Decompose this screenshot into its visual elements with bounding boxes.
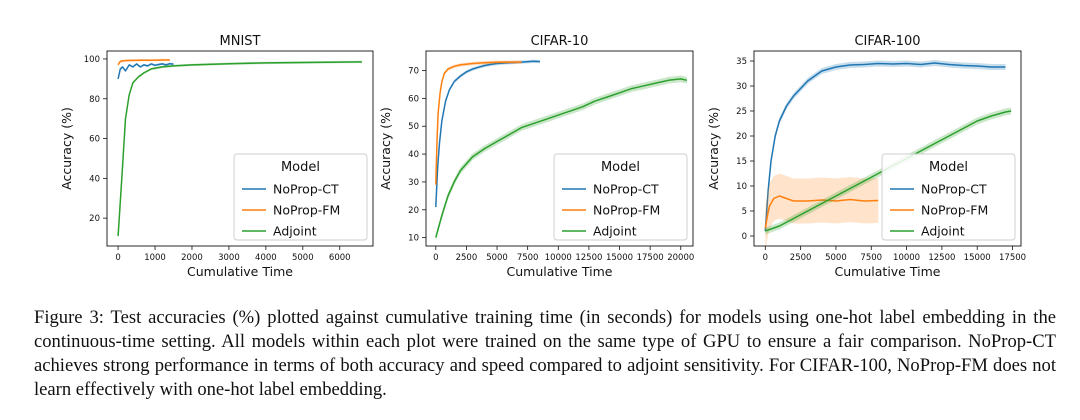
x-tick-label: 5000 <box>486 253 508 263</box>
series-band-NoProp-FM <box>435 60 522 187</box>
legend-label-NoProp-CT: NoProp-CT <box>273 182 339 197</box>
chart-title: CIFAR-10 <box>531 34 589 49</box>
x-tick-label: 2500 <box>456 253 478 263</box>
series-line-Adjoint <box>117 61 362 237</box>
legend-label-NoProp-CT: NoProp-CT <box>921 182 987 197</box>
series-group <box>435 59 688 241</box>
x-tick-label: 17500 <box>637 253 664 263</box>
y-tick-label: 10 <box>736 182 747 192</box>
caption-label: Figure 3: <box>34 307 104 328</box>
x-tick-label: 2500 <box>790 253 812 263</box>
legend-label-NoProp-CT: NoProp-CT <box>593 182 659 197</box>
series-line-NoProp-CT <box>117 62 174 80</box>
x-tick-label: 4000 <box>255 253 277 263</box>
y-tick-label: 10 <box>408 234 419 244</box>
y-tick-label: 5 <box>742 207 747 217</box>
x-tick-label: 10000 <box>545 253 572 263</box>
chart-title: CIFAR-100 <box>854 34 920 49</box>
y-tick-label: 40 <box>408 150 419 160</box>
y-axis-label: Accuracy (%) <box>59 107 74 190</box>
x-axis-label: Cumulative Time <box>187 264 293 279</box>
x-tick-label: 6000 <box>329 253 351 263</box>
y-tick-label: 70 <box>408 67 419 77</box>
x-tick-label: 17500 <box>999 253 1026 263</box>
x-tick-label: 12500 <box>928 253 955 263</box>
legend-box <box>233 153 368 241</box>
series-line-NoProp-FM <box>764 195 879 229</box>
legend-label-Adjoint: Adjoint <box>273 224 317 239</box>
x-tick-label: 2000 <box>181 253 203 263</box>
chart-panel-2: CIFAR-100 0 2500 5000 7500 10000 12500 15000 175… <box>706 34 1026 279</box>
y-tick-label: 0 <box>742 232 747 242</box>
y-tick-label: 25 <box>736 107 747 117</box>
legend-label-NoProp-FM: NoProp-FM <box>593 203 660 218</box>
x-tick-label: 20000 <box>667 253 694 263</box>
x-axis-label: Cumulative Time <box>835 264 941 279</box>
y-tick-label: 20 <box>736 132 747 142</box>
legend-title: Model <box>601 160 640 175</box>
legend-title: Model <box>929 160 968 175</box>
y-axis-label: Accuracy (%) <box>378 107 393 190</box>
y-tick-label: 40 <box>89 174 100 184</box>
x-tick-label: 15000 <box>606 253 633 263</box>
x-tick-label: 10000 <box>893 253 920 263</box>
x-tick-label: 0 <box>433 253 438 263</box>
series-group <box>117 58 362 238</box>
plot-frame <box>425 50 694 247</box>
x-tick-label: 5000 <box>825 253 847 263</box>
plot-frame <box>753 50 1022 247</box>
x-tick-label: 5000 <box>292 253 314 263</box>
legend-label-Adjoint: Adjoint <box>593 224 637 239</box>
caption-text: Test accuracies (%) plotted against cumu… <box>34 307 1057 400</box>
legend-box <box>881 153 1016 241</box>
y-tick-label: 30 <box>736 82 747 92</box>
series-band-NoProp-FM <box>765 173 879 246</box>
series-line-Adjoint <box>435 78 688 238</box>
y-tick-label: 15 <box>736 157 747 167</box>
y-tick-label: 20 <box>89 214 100 224</box>
y-tick-label: 60 <box>89 135 100 145</box>
chart-panel-0: MNIST 0 1000 2000 3000 4000 5000 6000 20 40 60 80 10… <box>59 34 374 279</box>
legend-title: Model <box>281 160 320 175</box>
legend-label-NoProp-FM: NoProp-FM <box>921 203 988 218</box>
y-tick-label: 30 <box>408 178 419 188</box>
y-tick-label: 100 <box>84 55 100 65</box>
legend: Model NoProp-CT NoProp-FM Adjoint <box>233 153 368 241</box>
x-axis-label: Cumulative Time <box>507 264 613 279</box>
x-tick-label: 3000 <box>218 253 240 263</box>
legend-box <box>553 153 688 241</box>
legend: Model NoProp-CT NoProp-FM Adjoint <box>553 153 688 241</box>
chart-title: MNIST <box>220 34 261 49</box>
x-tick-label: 0 <box>115 253 120 263</box>
chart-panel-1: CIFAR-10 0 2500 5000 7500 10000 12500 15000 1750… <box>378 34 694 279</box>
plot-frame <box>106 50 374 247</box>
legend-label-NoProp-FM: NoProp-FM <box>273 203 340 218</box>
y-tick-label: 20 <box>408 206 419 216</box>
y-tick-label: 35 <box>736 57 747 67</box>
y-tick-label: 60 <box>408 94 419 104</box>
x-tick-label: 15000 <box>964 253 991 263</box>
y-axis-label: Accuracy (%) <box>706 107 721 190</box>
series-line-NoProp-FM <box>435 61 522 185</box>
x-tick-label: 7500 <box>860 253 882 263</box>
x-tick-label: 1000 <box>144 253 166 263</box>
x-tick-label: 12500 <box>575 253 602 263</box>
y-tick-label: 80 <box>89 95 100 105</box>
legend: Model NoProp-CT NoProp-FM Adjoint <box>881 153 1016 241</box>
figure-caption: Figure 3: Test accuracies (%) plotted ag… <box>34 306 1056 402</box>
x-tick-label: 0 <box>763 253 768 263</box>
y-tick-label: 50 <box>408 122 419 132</box>
legend-label-Adjoint: Adjoint <box>921 224 965 239</box>
series-line-NoProp-CT <box>764 62 1006 232</box>
x-tick-label: 7500 <box>517 253 539 263</box>
series-line-NoProp-FM <box>117 59 170 66</box>
